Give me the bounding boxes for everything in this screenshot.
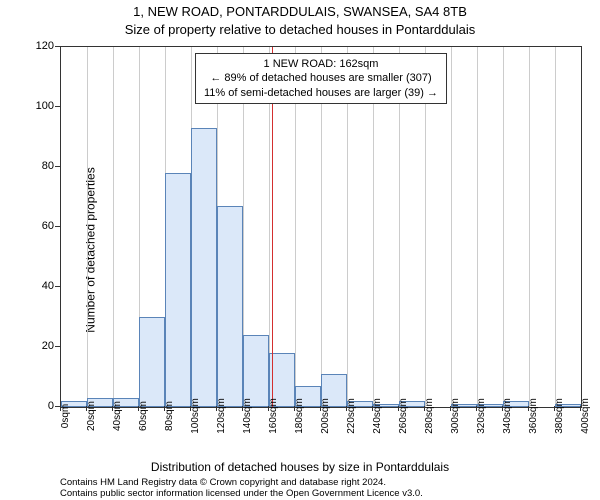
gridline-v	[529, 47, 530, 407]
x-tick-mark	[216, 406, 217, 411]
x-tick-mark	[242, 406, 243, 411]
y-tick-label: 20	[24, 340, 54, 352]
y-tick-mark	[55, 46, 60, 47]
y-tick-mark	[55, 106, 60, 107]
y-tick-label: 120	[24, 40, 54, 52]
x-tick-mark	[450, 406, 451, 411]
chart-container: 1, NEW ROAD, PONTARDDULAIS, SWANSEA, SA4…	[0, 0, 600, 500]
x-tick-mark	[320, 406, 321, 411]
x-tick-label: 400sqm	[580, 398, 591, 434]
x-tick-label: 140sqm	[242, 398, 253, 434]
x-tick-mark	[86, 406, 87, 411]
y-tick-mark	[55, 286, 60, 287]
x-tick-mark	[398, 406, 399, 411]
footer-line-1: Contains HM Land Registry data © Crown c…	[60, 477, 386, 488]
footer-line-2: Contains public sector information licen…	[60, 488, 423, 499]
gridline-v	[451, 47, 452, 407]
y-tick-label: 40	[24, 280, 54, 292]
x-tick-mark	[528, 406, 529, 411]
x-tick-label: 380sqm	[554, 398, 565, 434]
x-tick-mark	[112, 406, 113, 411]
x-tick-label: 60sqm	[138, 401, 149, 431]
x-tick-mark	[424, 406, 425, 411]
x-tick-label: 300sqm	[450, 398, 461, 434]
x-tick-label: 200sqm	[320, 398, 331, 434]
x-tick-label: 260sqm	[398, 398, 409, 434]
histogram-bar	[139, 317, 165, 407]
x-tick-label: 80sqm	[164, 401, 175, 431]
histogram-bar	[165, 173, 191, 407]
x-tick-label: 320sqm	[476, 398, 487, 434]
y-tick-label: 100	[24, 100, 54, 112]
x-tick-label: 280sqm	[424, 398, 435, 434]
y-tick-label: 0	[24, 400, 54, 412]
x-tick-label: 240sqm	[372, 398, 383, 434]
x-tick-label: 340sqm	[502, 398, 513, 434]
plot-area: 1 NEW ROAD: 162sqm ← 89% of detached hou…	[60, 46, 582, 408]
gridline-v	[555, 47, 556, 407]
x-tick-mark	[476, 406, 477, 411]
x-tick-label: 120sqm	[216, 398, 227, 434]
x-tick-mark	[580, 406, 581, 411]
x-tick-mark	[164, 406, 165, 411]
x-tick-mark	[294, 406, 295, 411]
y-tick-mark	[55, 346, 60, 347]
x-tick-label: 160sqm	[268, 398, 279, 434]
x-tick-label: 100sqm	[190, 398, 201, 434]
x-tick-mark	[60, 406, 61, 411]
x-tick-label: 180sqm	[294, 398, 305, 434]
x-tick-mark	[268, 406, 269, 411]
annotation-line-2: ← 89% of detached houses are smaller (30…	[204, 71, 438, 85]
y-tick-mark	[55, 226, 60, 227]
x-tick-label: 220sqm	[346, 398, 357, 434]
histogram-bar	[217, 206, 243, 407]
x-axis-label: Distribution of detached houses by size …	[0, 460, 600, 474]
x-tick-label: 20sqm	[86, 401, 97, 431]
histogram-bar	[243, 335, 269, 407]
y-tick-label: 60	[24, 220, 54, 232]
x-tick-mark	[502, 406, 503, 411]
gridline-v	[477, 47, 478, 407]
x-tick-mark	[138, 406, 139, 411]
chart-title-sub: Size of property relative to detached ho…	[0, 22, 600, 37]
x-tick-label: 360sqm	[528, 398, 539, 434]
annotation-line-3: 11% of semi-detached houses are larger (…	[204, 86, 438, 100]
x-tick-label: 0sqm	[60, 404, 71, 428]
gridline-v	[87, 47, 88, 407]
histogram-bar	[191, 128, 217, 407]
gridline-v	[503, 47, 504, 407]
gridline-v	[113, 47, 114, 407]
annotation-box: 1 NEW ROAD: 162sqm ← 89% of detached hou…	[195, 53, 447, 104]
annotation-line-1: 1 NEW ROAD: 162sqm	[204, 57, 438, 71]
x-tick-mark	[554, 406, 555, 411]
x-tick-mark	[372, 406, 373, 411]
x-tick-label: 40sqm	[112, 401, 123, 431]
x-tick-mark	[190, 406, 191, 411]
chart-title-main: 1, NEW ROAD, PONTARDDULAIS, SWANSEA, SA4…	[0, 4, 600, 19]
y-tick-mark	[55, 166, 60, 167]
y-tick-label: 80	[24, 160, 54, 172]
x-tick-mark	[346, 406, 347, 411]
